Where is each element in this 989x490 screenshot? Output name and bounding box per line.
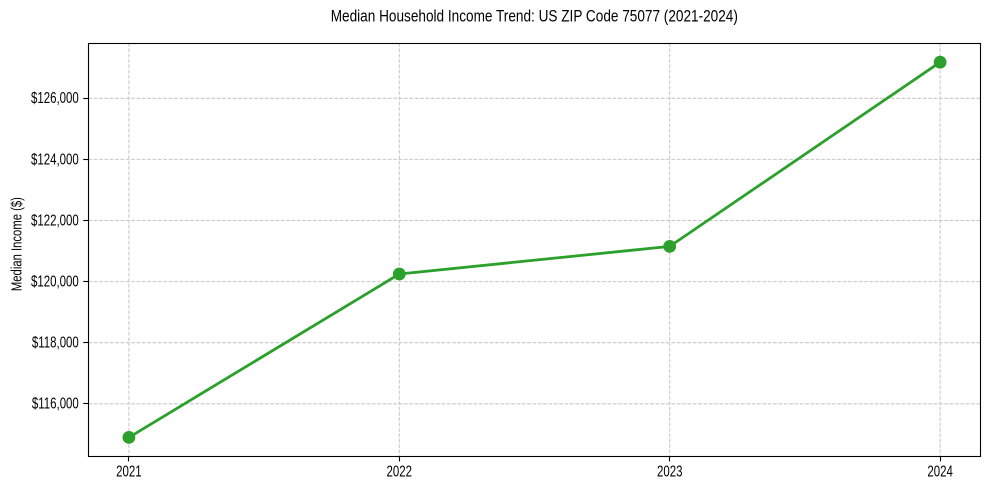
svg-text:2021: 2021 [116, 463, 141, 480]
svg-text:$122,000: $122,000 [31, 212, 79, 229]
svg-text:Median Household Income Trend:: Median Household Income Trend: US ZIP Co… [331, 7, 738, 26]
svg-text:$118,000: $118,000 [32, 334, 79, 351]
svg-text:$124,000: $124,000 [31, 151, 79, 168]
svg-text:2023: 2023 [657, 463, 683, 480]
svg-text:$126,000: $126,000 [31, 89, 79, 106]
svg-text:Median Income ($): Median Income ($) [8, 197, 25, 291]
svg-text:$116,000: $116,000 [32, 395, 79, 412]
svg-text:2022: 2022 [387, 463, 412, 480]
svg-text:2024: 2024 [927, 463, 953, 480]
svg-text:$120,000: $120,000 [31, 273, 79, 290]
